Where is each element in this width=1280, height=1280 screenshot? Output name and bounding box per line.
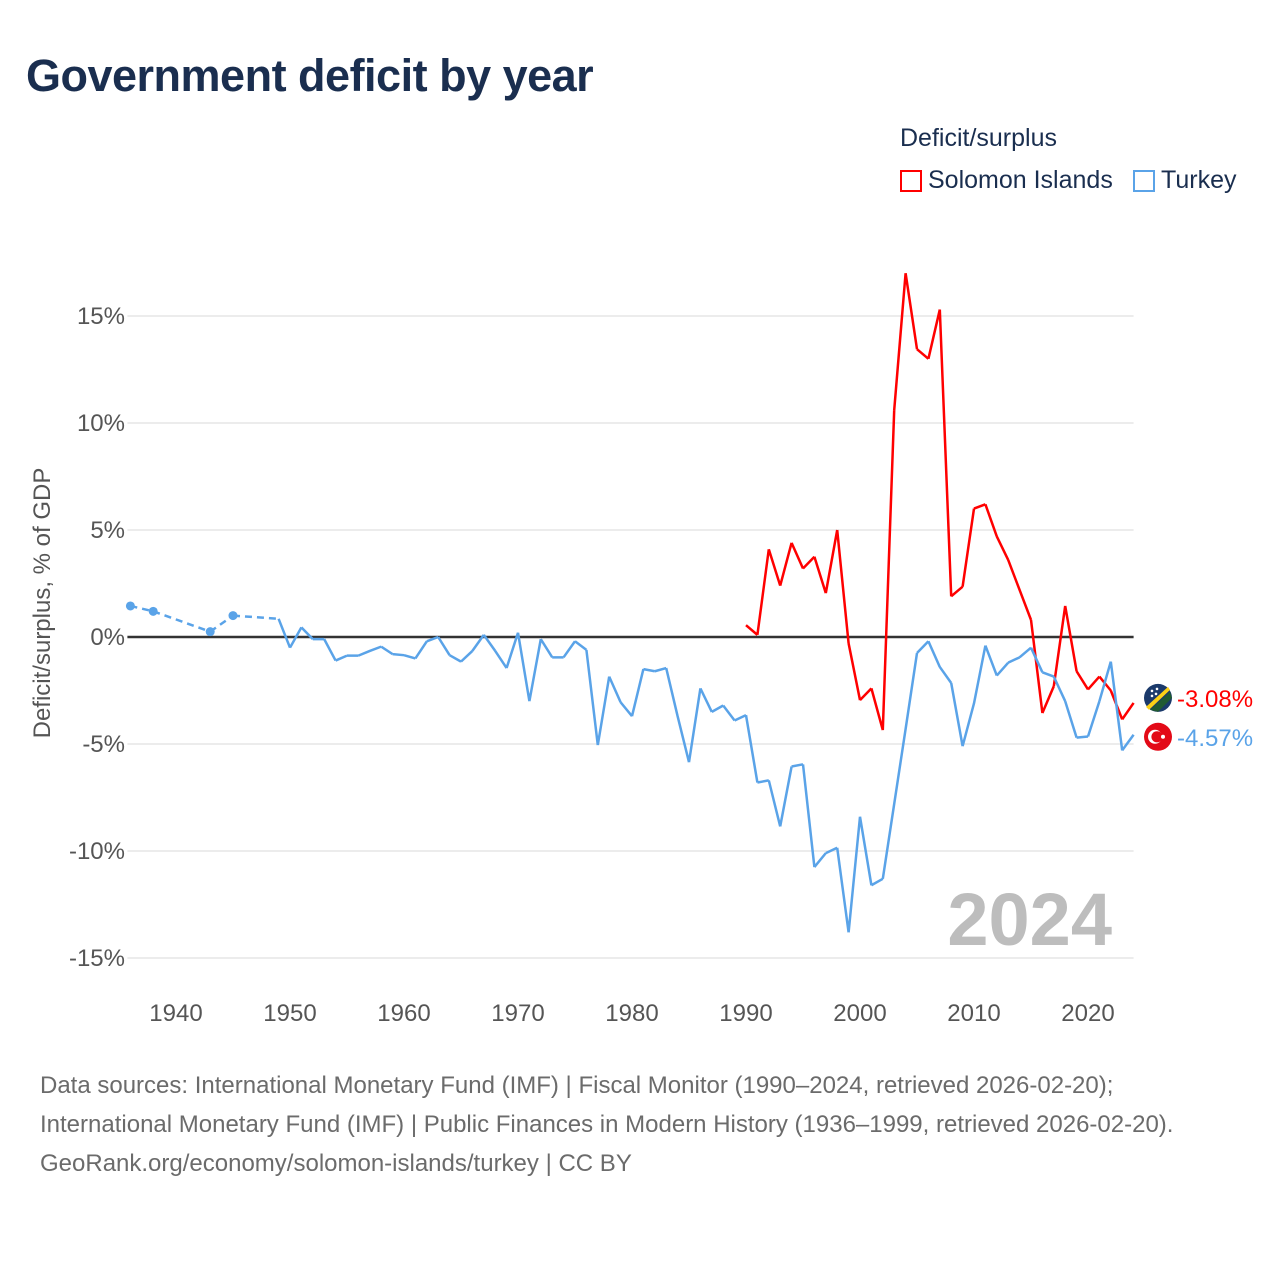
legend-label: Turkey: [1161, 166, 1237, 194]
line-chart: -15% -10% -5% 0% 5% 10% 15% 1940 1950 1960 1970 198…: [29, 273, 1253, 1027]
data-point-turkey[interactable]: [125, 601, 135, 611]
end-label-solomon-islands: -3.08%: [1177, 686, 1253, 713]
y-tick-label: 15%: [77, 303, 125, 330]
legend-title: Deficit/surplus: [900, 124, 1057, 152]
legend-item-turkey[interactable]: Turkey: [1133, 166, 1236, 195]
legend-item-solomon-islands[interactable]: Solomon Islands: [900, 166, 1113, 195]
x-tick-label: 2020: [1061, 1000, 1114, 1027]
end-label-turkey: -4.57%: [1177, 725, 1253, 752]
x-tick-label: 1970: [491, 1000, 544, 1027]
legend-label: Solomon Islands: [928, 166, 1113, 194]
legend-swatch-turkey: [1133, 169, 1155, 192]
x-tick-label: 1940: [149, 1000, 202, 1027]
flag-turkey-icon: [1144, 722, 1172, 751]
chart-title: Government deficit by year: [26, 50, 594, 101]
x-tick-label: 2010: [947, 1000, 1000, 1027]
y-axis-title: Deficit/surplus, % of GDP: [29, 468, 56, 739]
data-point-turkey[interactable]: [148, 606, 158, 616]
y-tick-label: -10%: [69, 838, 125, 865]
x-tick-label: 1960: [377, 1000, 430, 1027]
series-gap-turkey: [152, 610, 211, 633]
y-tick-label: 5%: [90, 517, 125, 544]
x-tick-label: 1990: [719, 1000, 772, 1027]
attribution-link[interactable]: GeoRank.org/economy/solomon-islands/turk…: [40, 1150, 632, 1177]
y-tick-label: -15%: [69, 945, 125, 972]
legend-swatch-solomon-islands: [900, 169, 922, 192]
data-sources: Data sources: International Monetary Fun…: [40, 1072, 1174, 1138]
y-tick-label: 0%: [90, 624, 125, 651]
x-tick-label: 2000: [833, 1000, 886, 1027]
year-watermark: 2024: [947, 878, 1112, 961]
series-line-solomon-islands[interactable]: [745, 273, 1135, 731]
data-point-turkey[interactable]: [205, 627, 215, 637]
data-point-turkey[interactable]: [228, 611, 238, 621]
x-tick-label: 1950: [263, 1000, 316, 1027]
series-gap-turkey: [209, 614, 234, 633]
series-line-turkey[interactable]: [277, 618, 1135, 933]
y-tick-label: 10%: [77, 410, 125, 437]
footer: Data sources: International Monetary Fun…: [40, 1066, 1240, 1183]
series-gap-turkey: [232, 614, 279, 621]
y-tick-label: -5%: [82, 731, 125, 758]
x-tick-label: 1980: [605, 1000, 658, 1027]
flag-solomon-islands-icon: [1144, 683, 1172, 712]
